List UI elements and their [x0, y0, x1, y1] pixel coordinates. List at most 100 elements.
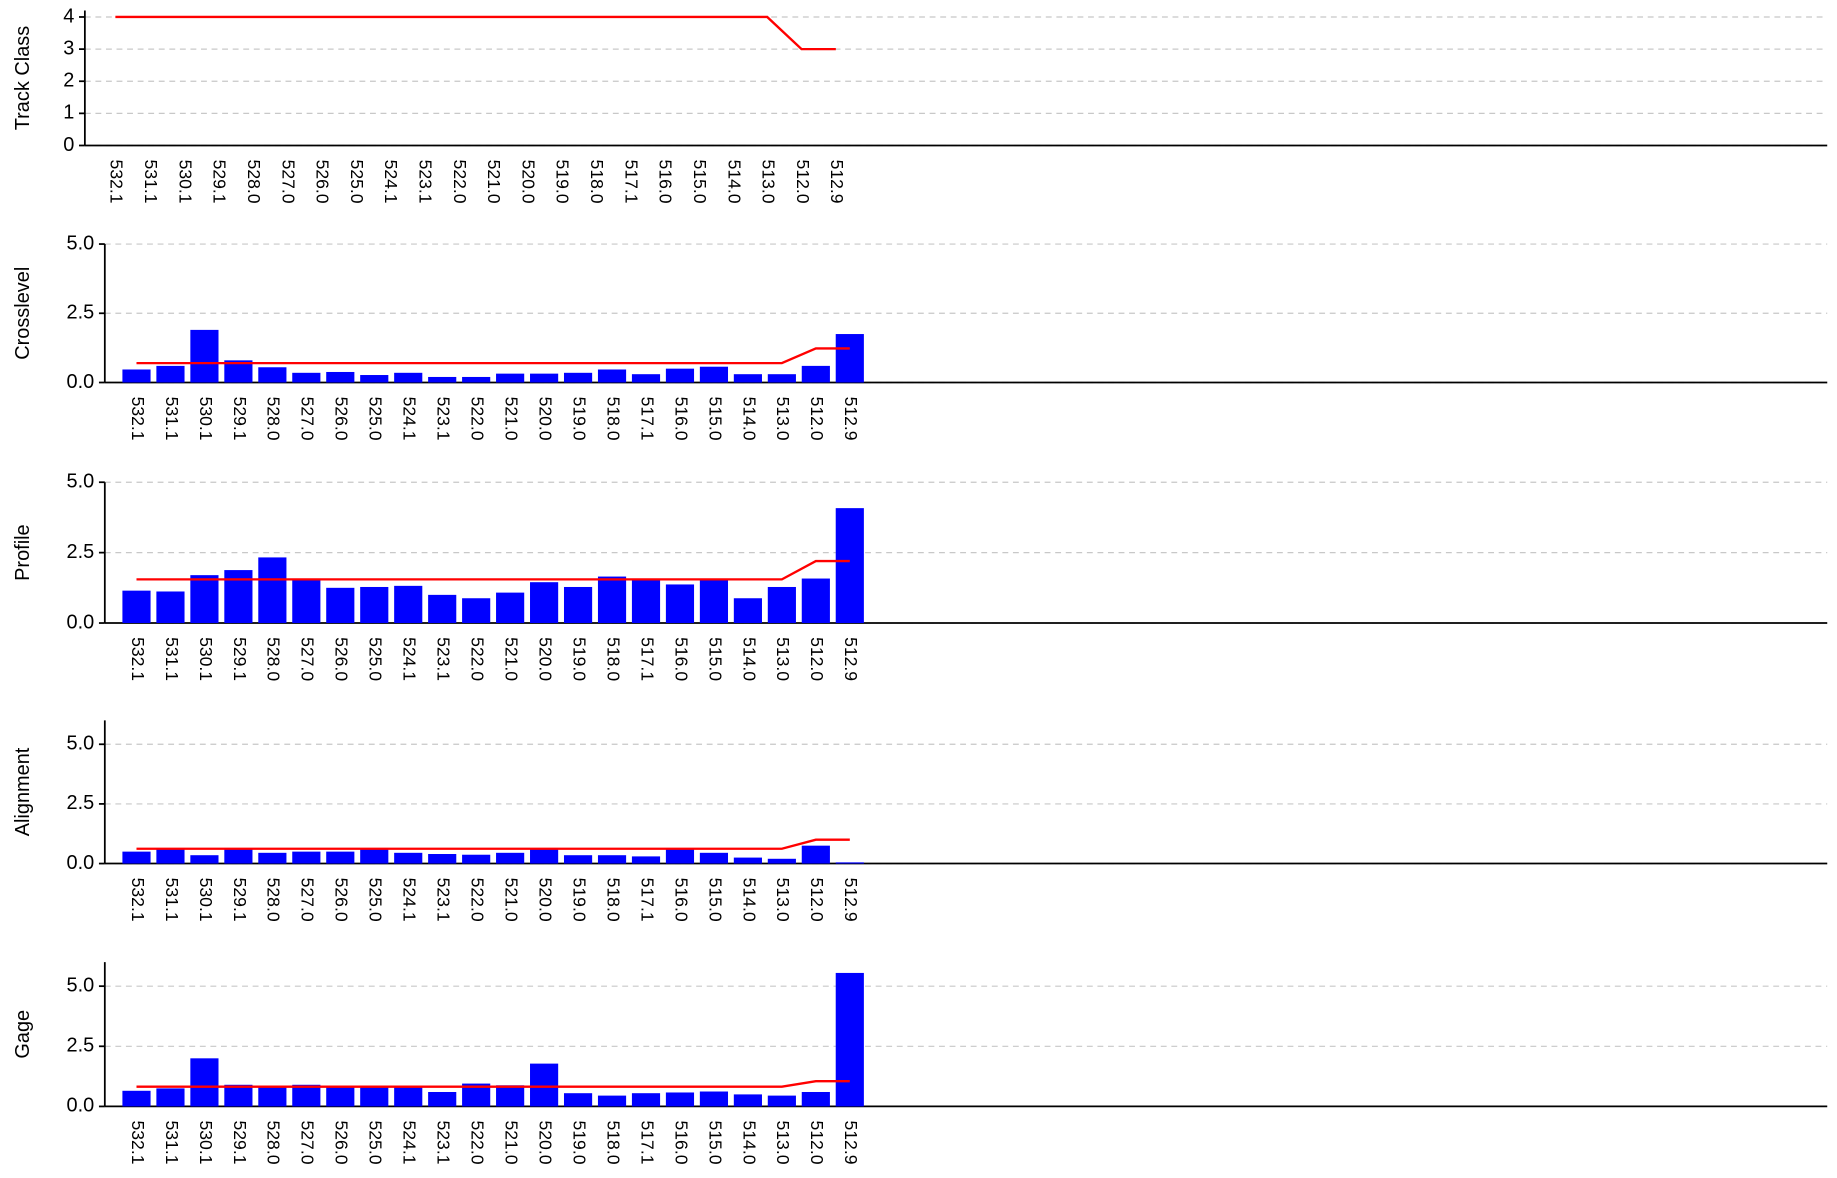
x-tick-label: 517.1 [637, 397, 657, 441]
bar [394, 852, 423, 864]
y-tick-label: 2.5 [67, 541, 95, 563]
x-tick-label: 512.9 [841, 1121, 861, 1165]
bar [699, 366, 729, 383]
x-tick-label: 513.0 [773, 637, 793, 681]
bar [597, 855, 627, 864]
x-tick-label: 513.0 [773, 1121, 793, 1165]
bar [462, 376, 491, 383]
x-tick-label: 515.0 [705, 878, 725, 922]
x-tick-label: 520.0 [518, 160, 538, 204]
x-tick-label: 526.0 [332, 637, 352, 681]
bar [597, 576, 627, 624]
bar [360, 1087, 389, 1107]
chart-panel: 0 1 2 3 4 Track Class 532.1 531.1 530.1 529.1 528.… [12, 5, 1828, 204]
x-tick-label: 514.0 [739, 637, 759, 681]
bar [767, 858, 796, 864]
bar [563, 372, 593, 383]
chart-panel: 0.0 2.5 5.0 Gage 532.1 531.1 530.1 529.1 528.0 52… [12, 962, 1828, 1165]
x-tick-label: 522.0 [468, 1121, 488, 1165]
y-tick-label: 5.0 [67, 733, 95, 755]
bar [224, 570, 253, 624]
bar [156, 365, 185, 383]
x-tick-label: 532.1 [128, 397, 148, 441]
x-tick-label: 526.0 [313, 160, 333, 204]
x-tick-label: 531.1 [162, 1121, 182, 1165]
bar [292, 372, 321, 383]
x-tick-label: 516.0 [671, 878, 691, 922]
y-tick-label: 0.0 [67, 371, 95, 393]
bar [530, 849, 559, 864]
x-tick-label: 529.1 [210, 160, 230, 204]
bar [699, 852, 729, 864]
x-tick-label: 518.0 [587, 160, 607, 204]
x-tick-label: 531.1 [162, 397, 182, 441]
x-tick-label: 514.0 [739, 1121, 759, 1165]
x-tick-label: 512.0 [807, 397, 827, 441]
x-tick-label: 532.1 [128, 1121, 148, 1165]
x-tick-label: 529.1 [230, 637, 250, 681]
bar [597, 369, 627, 383]
x-tick-label: 515.0 [705, 637, 725, 681]
chart-panel: 0.0 2.5 5.0 Profile 532.1 531.1 530.1 529.1 528.… [12, 470, 1828, 681]
bar [156, 591, 185, 624]
bar [326, 371, 355, 383]
bar [156, 1088, 185, 1107]
x-tick-label: 525.0 [366, 637, 386, 681]
x-tick-label: 530.1 [196, 637, 216, 681]
x-tick-label: 514.0 [739, 878, 759, 922]
x-tick-label: 513.0 [759, 160, 779, 204]
limit-line [136, 347, 850, 365]
x-tick-label: 525.0 [347, 160, 367, 204]
x-tick-label: 520.0 [535, 1121, 555, 1165]
x-tick-label: 521.0 [501, 397, 521, 441]
x-tick-label: 525.0 [366, 1121, 386, 1165]
y-tick-label: 0.0 [67, 1095, 95, 1117]
x-tick-label: 512.9 [827, 160, 847, 204]
bar [360, 375, 389, 383]
x-tick-label: 527.0 [278, 160, 298, 204]
x-tick-label: 526.0 [332, 1121, 352, 1165]
x-tick-label: 529.1 [230, 397, 250, 441]
x-tick-label: 524.1 [381, 160, 401, 204]
bar [428, 1091, 457, 1107]
limit-line [136, 559, 850, 581]
bar [801, 845, 830, 864]
chart-panel: 0.0 2.5 5.0 Crosslevel 532.1 531.1 530.1 529.1 5… [12, 232, 1828, 441]
bar [767, 1095, 796, 1107]
bar [292, 1084, 321, 1107]
x-tick-label: 517.1 [637, 878, 657, 922]
bar [530, 582, 559, 624]
x-tick-label: 528.0 [264, 878, 284, 922]
y-tick-label: 2.5 [67, 792, 95, 814]
bar [394, 1087, 423, 1107]
x-tick-label: 528.0 [264, 637, 284, 681]
y-tick-label: 5.0 [67, 974, 95, 996]
bar [835, 972, 864, 1107]
bar [665, 584, 695, 624]
x-tick-label: 515.0 [690, 160, 710, 204]
bar [699, 1091, 729, 1107]
x-tick-label: 525.0 [366, 397, 386, 441]
x-tick-label: 518.0 [603, 878, 623, 922]
bar [360, 849, 389, 864]
x-tick-label: 523.1 [415, 160, 435, 204]
bar [631, 856, 661, 864]
bar [563, 855, 593, 864]
bar [190, 575, 219, 624]
bar [122, 1090, 151, 1107]
x-tick-label: 521.0 [501, 637, 521, 681]
y-tick-label: 1 [63, 102, 74, 124]
y-tick-label: 2.5 [67, 302, 95, 324]
bar [563, 1093, 593, 1107]
y-tick-label: 0 [63, 134, 74, 156]
bar [631, 578, 661, 624]
bar [597, 1095, 627, 1107]
y-tick-label: 0.0 [67, 611, 95, 633]
x-tick-label: 521.0 [484, 160, 504, 204]
x-tick-label: 514.0 [739, 397, 759, 441]
x-tick-label: 513.0 [773, 397, 793, 441]
y-axis-label: Track Class [12, 26, 34, 131]
x-tick-label: 526.0 [332, 397, 352, 441]
bar [801, 578, 830, 624]
